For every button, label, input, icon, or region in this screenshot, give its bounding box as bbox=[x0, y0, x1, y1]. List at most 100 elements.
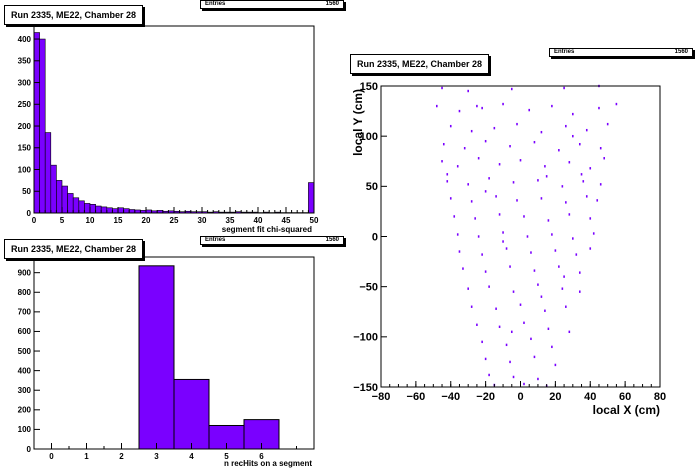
xy-point bbox=[544, 165, 546, 168]
chi2-ytick-label-2: 100 bbox=[18, 165, 32, 174]
xy-point bbox=[458, 109, 461, 113]
xy-point bbox=[523, 321, 525, 324]
xy-point bbox=[537, 377, 539, 381]
xy-point bbox=[533, 269, 536, 272]
xy-xtick-label-6: 40 bbox=[584, 391, 596, 403]
xy-point bbox=[476, 323, 478, 326]
xy-point bbox=[589, 167, 592, 170]
xy-point bbox=[615, 102, 618, 106]
xy-title: Run 2335, ME22, Chamber 28 bbox=[357, 59, 483, 69]
xy-point bbox=[453, 215, 456, 218]
xy-point bbox=[563, 275, 565, 278]
xy-point bbox=[510, 87, 513, 91]
xy-stats-box: Entries 1560 bbox=[549, 48, 693, 57]
xy-ytick-label-1: −100 bbox=[353, 332, 378, 344]
xy-point bbox=[572, 134, 574, 138]
xy-point bbox=[441, 86, 443, 90]
xy-point bbox=[558, 149, 560, 152]
xy-point bbox=[572, 112, 574, 116]
xy-point bbox=[481, 253, 483, 256]
xy-xtick-label-3: −20 bbox=[476, 391, 495, 403]
xy-point bbox=[449, 124, 452, 128]
xy-point bbox=[537, 283, 539, 286]
xy-point bbox=[530, 337, 532, 341]
xy-point bbox=[493, 126, 496, 130]
xy-point bbox=[446, 180, 449, 183]
xy-point bbox=[603, 157, 605, 160]
xy-point bbox=[449, 197, 452, 200]
xy-point bbox=[533, 355, 536, 359]
nhits-ytick-label-2: 200 bbox=[18, 406, 32, 415]
chi2-xtick-label-6: 30 bbox=[198, 216, 207, 225]
xy-point bbox=[488, 177, 490, 180]
xy-point bbox=[554, 249, 557, 252]
xy-point bbox=[502, 102, 504, 106]
xy-point bbox=[598, 106, 600, 110]
xy-xtick-label-4: 0 bbox=[517, 391, 523, 403]
xy-point bbox=[505, 343, 508, 347]
xy-point bbox=[580, 173, 583, 176]
xy-point bbox=[599, 183, 602, 186]
xy-point bbox=[572, 237, 574, 240]
xy-point bbox=[540, 130, 543, 134]
xy-point bbox=[568, 330, 571, 334]
nhits-ytick-label-7: 700 bbox=[18, 308, 32, 317]
nhits-bar bbox=[173, 378, 210, 450]
nhits-ytick-label-5: 500 bbox=[18, 347, 32, 356]
nhits-xtick-label-2: 2 bbox=[119, 452, 124, 461]
xy-point bbox=[561, 287, 564, 290]
chi2-xtick-label-3: 15 bbox=[114, 216, 123, 225]
xy-point bbox=[523, 382, 525, 386]
chi2-bar bbox=[100, 206, 108, 214]
chi2-xtick-label-0: 0 bbox=[32, 216, 37, 225]
xy-point bbox=[456, 233, 459, 236]
xy-point bbox=[456, 165, 459, 168]
xy-point bbox=[495, 307, 497, 310]
xy-xtick-label-7: 60 bbox=[619, 391, 631, 403]
xy-point bbox=[498, 213, 501, 216]
xy-xtick-label-0: −80 bbox=[372, 391, 391, 403]
xy-point bbox=[516, 199, 518, 202]
chi2-bar bbox=[95, 205, 102, 214]
chi2-ytick-label-1: 50 bbox=[22, 187, 31, 196]
chi2-xtick-label-7: 35 bbox=[226, 216, 235, 225]
chi2-bar bbox=[112, 208, 119, 214]
xy-point bbox=[512, 375, 515, 379]
xy-point bbox=[554, 363, 557, 367]
chi2-bar bbox=[106, 207, 113, 214]
xy-point bbox=[476, 104, 478, 108]
xy-point bbox=[596, 199, 599, 202]
chi2-bar bbox=[117, 207, 124, 214]
xy-point bbox=[470, 129, 473, 133]
chi2-bar bbox=[123, 208, 130, 214]
xy-point bbox=[523, 215, 525, 218]
xy-point bbox=[519, 303, 522, 306]
xy-point bbox=[568, 213, 571, 216]
xy-point bbox=[544, 309, 546, 312]
chi2-plot-frame bbox=[33, 25, 315, 214]
xy-point bbox=[484, 357, 487, 361]
xy-stats-label: Entries bbox=[554, 49, 575, 55]
nhits-ytick-label-0: 0 bbox=[27, 445, 32, 454]
chi2-xtick-label-4: 20 bbox=[142, 216, 151, 225]
chi2-ytick-label-8: 400 bbox=[18, 35, 32, 44]
xy-point bbox=[565, 305, 567, 308]
xy-point bbox=[462, 267, 464, 270]
xy-point bbox=[599, 147, 602, 150]
xy-xtick-label-8: 80 bbox=[654, 391, 666, 403]
xy-point bbox=[488, 285, 490, 288]
nhits-xtick-label-5: 5 bbox=[224, 452, 229, 461]
xy-point bbox=[551, 104, 553, 108]
xy-point bbox=[509, 145, 511, 148]
xy-point bbox=[558, 265, 560, 268]
xy-point bbox=[533, 140, 536, 144]
nhits-xtick-label-0: 0 bbox=[49, 452, 54, 461]
xy-point bbox=[575, 253, 578, 256]
xy-stats-value: 1560 bbox=[674, 49, 688, 55]
xy-point bbox=[470, 200, 473, 203]
nhits-ytick-label-6: 600 bbox=[18, 327, 32, 336]
xy-point bbox=[526, 235, 529, 238]
xy-point bbox=[484, 270, 487, 273]
xy-point bbox=[510, 330, 513, 334]
xy-point bbox=[477, 157, 480, 160]
